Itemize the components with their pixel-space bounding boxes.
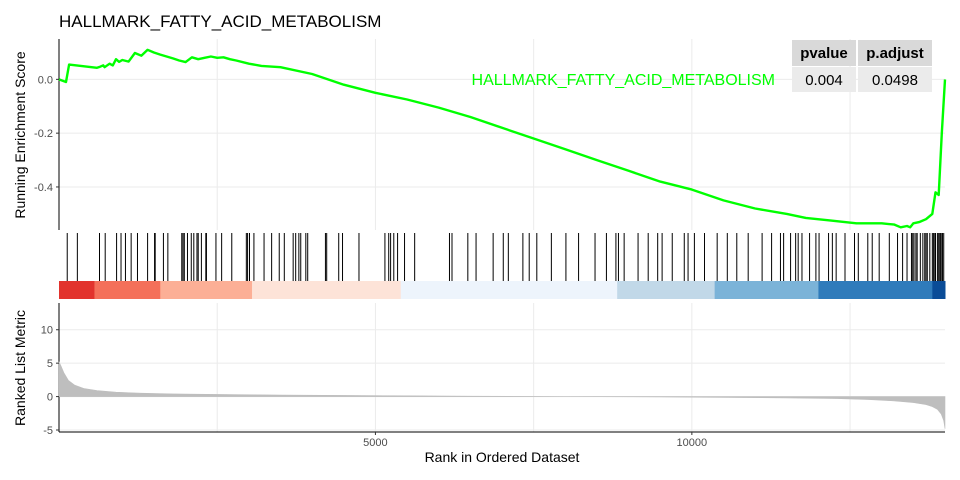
plot-title: HALLMARK_FATTY_ACID_METABOLISM — [59, 12, 381, 31]
table-value-pvalue: 0.004 — [805, 72, 843, 89]
table-header-cell-padjust — [858, 40, 932, 66]
top-y-tick-label: -0.2 — [34, 128, 53, 140]
bottom-y-tick-label: 10 — [41, 325, 53, 337]
table-header-cell-pvalue — [792, 40, 856, 66]
ranked-metric-fill — [58, 361, 946, 429]
top-y-tick-label: -0.4 — [34, 182, 53, 194]
x-axis-title: Rank in Ordered Dataset — [425, 449, 580, 465]
tick-labels: 0.0 -0.2 -0.4 10 5 0 -5 5000 10000 — [34, 74, 707, 449]
running-score-layer — [58, 48, 947, 229]
stats-table: pvalue p.adjust 0.004 0.0498 — [792, 40, 932, 92]
rank-band — [94, 281, 161, 299]
bottom-y-tick-label: 5 — [47, 358, 53, 370]
rank-color-bands — [59, 281, 946, 299]
rank-band — [932, 281, 946, 299]
rank-band — [714, 281, 819, 299]
table-value-cell-padjust — [858, 67, 932, 92]
top-y-axis-title: Running Enrichment Score — [12, 51, 28, 219]
bottom-y-axis-title: Ranked List Metric — [12, 310, 28, 426]
rank-band — [160, 281, 253, 299]
rank-band — [59, 281, 95, 299]
table-value-padjust: 0.0498 — [872, 72, 918, 89]
rank-band — [400, 281, 618, 299]
table-header-pvalue: pvalue — [800, 45, 848, 62]
rank-band — [252, 281, 402, 299]
bottom-y-tick-label: 0 — [47, 392, 53, 404]
ranked-metric-area — [58, 361, 946, 429]
series-label: HALLMARK_FATTY_ACID_METABOLISM — [472, 72, 775, 89]
table-value-cell-pvalue — [792, 67, 856, 92]
table-header-padjust: p.adjust — [866, 45, 924, 62]
running-score-line — [58, 48, 947, 229]
gene-hit-markers — [66, 233, 945, 281]
x-tick-label: 5000 — [363, 437, 387, 449]
grid-layer — [59, 39, 945, 432]
rank-band — [617, 281, 716, 299]
top-y-tick-label: 0.0 — [38, 74, 53, 86]
bottom-y-tick-label: -5 — [43, 425, 53, 437]
x-tick-label: 10000 — [677, 437, 708, 449]
rank-band — [818, 281, 933, 299]
